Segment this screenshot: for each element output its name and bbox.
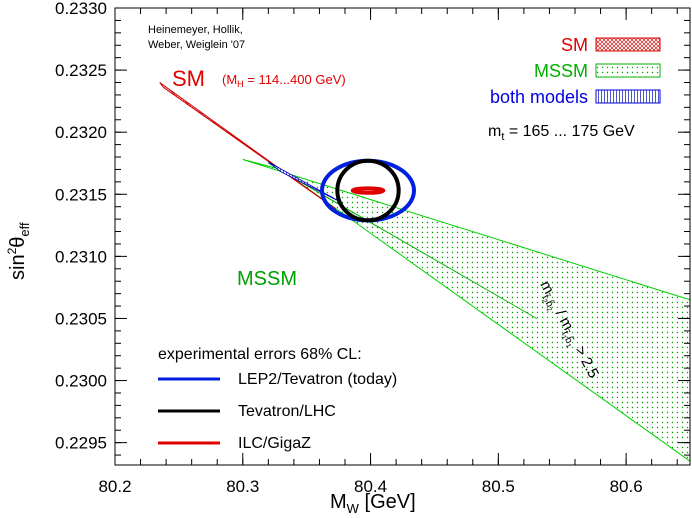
credit-line-1: Heinemeyer, Hollik, — [148, 24, 243, 36]
legend: SM MSSM both models — [490, 35, 661, 107]
mssm-region — [242, 159, 690, 462]
x-tick-label: 80.6 — [610, 477, 643, 496]
x-tick-label: 80.2 — [98, 477, 131, 496]
y-tick-label: 0.2300 — [55, 372, 107, 391]
mh-label: (MH = 114...400 GeV) — [222, 72, 346, 89]
errors-legend: LEP2/Tevatron (today) Tevatron/LHC ILC/Gig… — [158, 371, 397, 452]
credit-line-2: Weber, Weiglein '07 — [148, 39, 245, 51]
x-axis-label: MW [GeV] — [330, 491, 416, 516]
plot-frame — [114, 7, 691, 466]
y-tick-label: 0.2325 — [55, 61, 107, 80]
legend-swatch — [595, 89, 661, 104]
y-tick-label: 0.2320 — [55, 123, 107, 142]
mt-label: mt = 165 ... 175 GeV — [488, 123, 635, 143]
legend-label: MSSM — [534, 61, 588, 81]
y-tick-label: 0.2295 — [55, 434, 107, 453]
y-axis-label: sin2θeff — [5, 222, 32, 280]
sm-region — [159, 82, 337, 210]
error-ellipse-2 — [350, 186, 386, 195]
y-tick-label: 0.2310 — [55, 247, 107, 266]
y-tick-label: 0.2315 — [55, 185, 107, 204]
error-legend-label: Tevatron/LHC — [238, 403, 336, 420]
x-tick-label: 80.3 — [226, 477, 259, 496]
errors-title: experimental errors 68% CL: — [158, 346, 362, 363]
error-legend-label: ILC/GigaZ — [238, 435, 311, 452]
axes: 80.2 80.3 80.4 80.5 80.6 0.2295 0.2300 0.2305 0.… — [55, 0, 690, 496]
sm-label: SM — [172, 66, 205, 91]
legend-label: SM — [561, 35, 588, 55]
legend-label: both models — [490, 87, 588, 107]
both-models-region — [268, 161, 343, 204]
y-tick-label: 0.2305 — [55, 309, 107, 328]
error-legend-label: LEP2/Tevatron (today) — [238, 371, 397, 388]
x-tick-label: 80.4 — [354, 477, 387, 496]
error-ellipse-1 — [335, 158, 401, 223]
regions — [159, 82, 690, 462]
legend-swatch — [595, 63, 661, 78]
mssm-label: MSSM — [237, 268, 297, 290]
legend-swatch — [595, 37, 661, 52]
error-ellipses — [320, 158, 416, 223]
x-tick-label: 80.5 — [482, 477, 515, 496]
y-tick-label: 0.2330 — [55, 0, 107, 18]
